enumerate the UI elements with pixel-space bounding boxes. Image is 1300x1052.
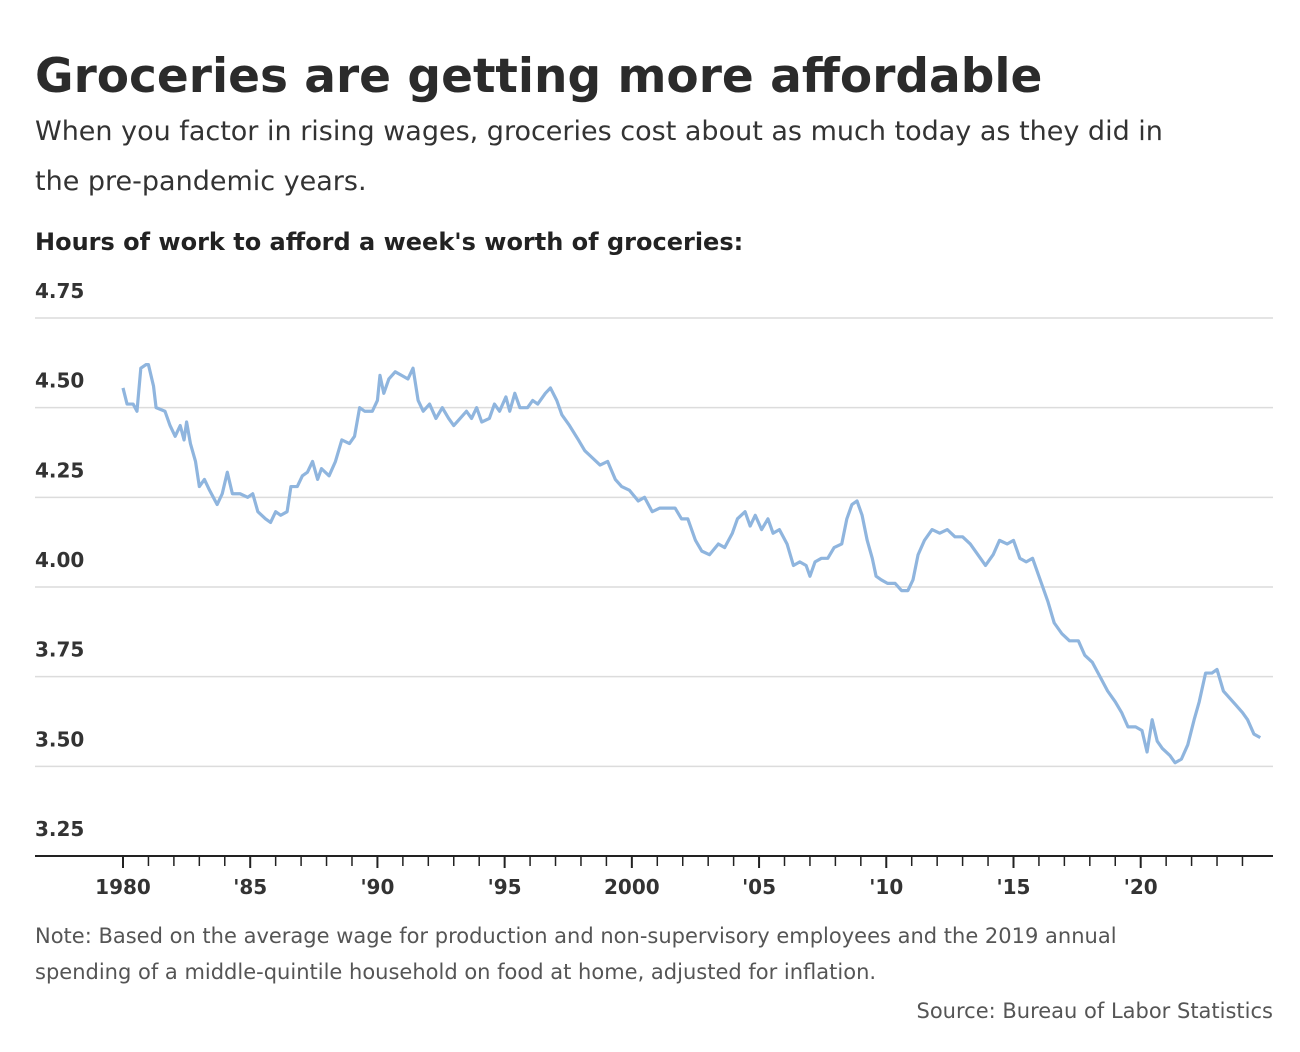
x-tick-label: 1980 [95,875,151,899]
y-tick-label: 4.00 [35,548,84,572]
y-tick-label: 3.75 [35,638,84,662]
x-tick-label: '95 [488,875,522,899]
x-tick-label: 2000 [604,875,660,899]
y-tick-label: 4.25 [35,458,84,482]
y-tick-label: 3.50 [35,727,84,751]
y-tick-label: 4.75 [35,279,84,303]
chart-title: Groceries are getting more affordable [35,49,1042,104]
x-tick-label: '15 [997,875,1031,899]
note-line: spending of a middle-quintile household … [35,960,876,984]
x-tick-label: '05 [742,875,776,899]
data-line [121,363,1262,765]
subtitle-line: the pre-pandemic years. [35,166,367,197]
y-tick-label: 4.50 [35,369,84,393]
x-tick-label: '85 [233,875,267,899]
y-tick-label: 3.25 [35,817,84,841]
x-tick-label: '10 [869,875,903,899]
x-tick-label: '90 [360,875,394,899]
x-tick-label: '20 [1124,875,1158,899]
y-axis-label: Hours of work to afford a week's worth o… [35,228,743,256]
subtitle-line: When you factor in rising wages, groceri… [35,116,1163,147]
note-line: Note: Based on the average wage for prod… [35,924,1117,948]
source: Source: Bureau of Labor Statistics [916,999,1273,1023]
